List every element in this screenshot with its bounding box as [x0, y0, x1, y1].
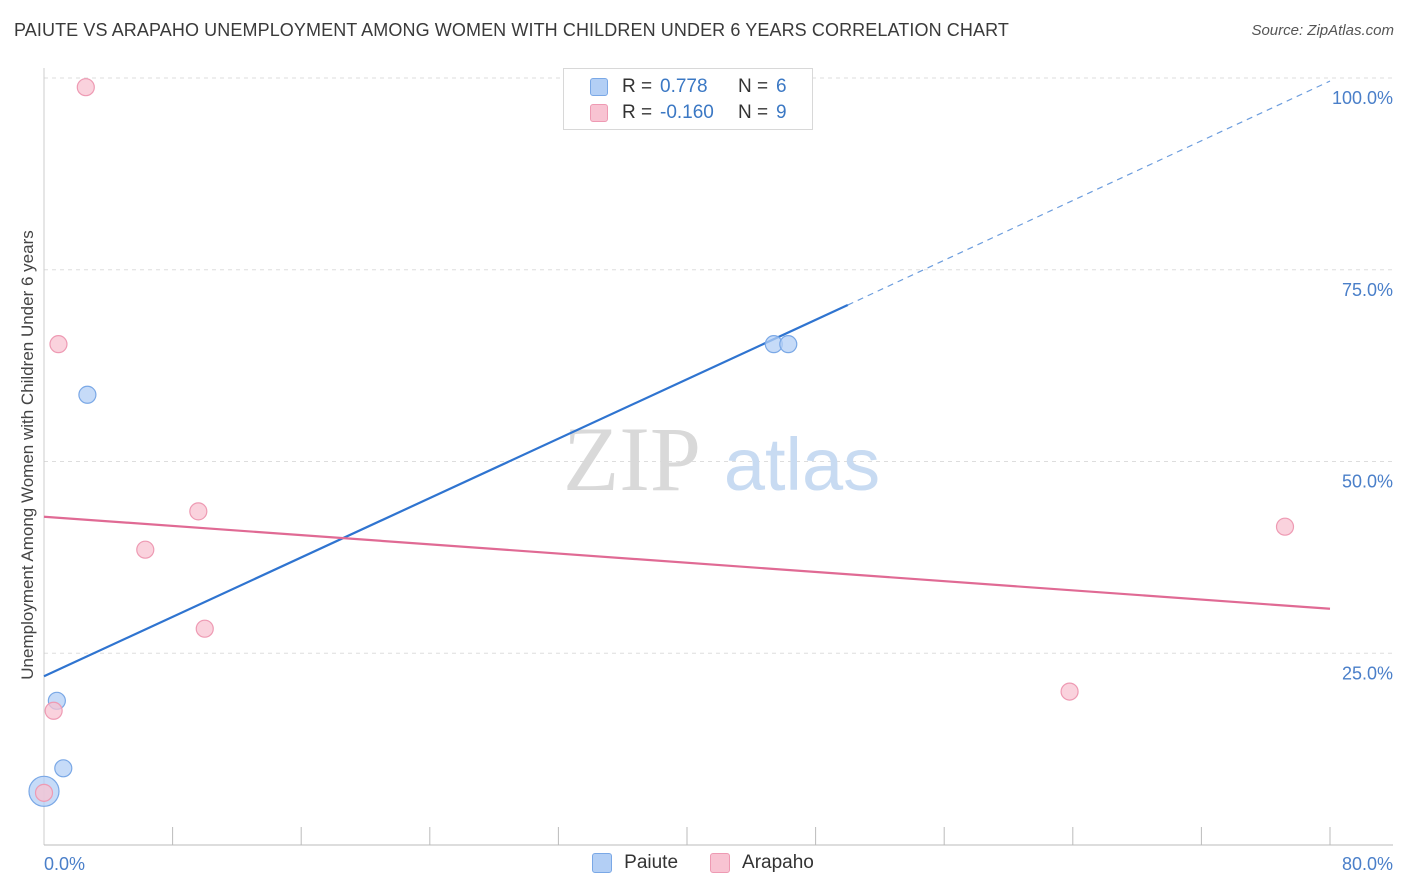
data-point-arapaho [1275, 517, 1295, 536]
data-point-paiute [54, 759, 73, 778]
legend-r-value-paiute: 0.778 [660, 76, 708, 97]
series-swatch-paiute [592, 853, 613, 873]
data-point-arapaho [136, 540, 155, 559]
source-label: Source: ZipAtlas.com [1251, 22, 1394, 39]
data-point-arapaho [1060, 682, 1079, 701]
series-label-paiute: Paiute [624, 852, 679, 873]
legend-r-value-arapaho: -0.160 [660, 102, 714, 123]
chart-title: PAIUTE VS ARAPAHO UNEMPLOYMENT AMONG WOM… [14, 20, 1009, 40]
series-legend-arapaho[interactable]: Arapaho [710, 852, 814, 874]
series-swatch-arapaho [710, 853, 731, 873]
legend-n-label: N = [738, 102, 769, 123]
data-point-arapaho [76, 78, 95, 97]
watermark-zip: ZIP [563, 408, 701, 510]
x-tick-label-min: 0.0% [44, 854, 85, 874]
legend-swatch-arapaho [590, 104, 608, 122]
label-layer: 25.0% 50.0% 75.0% 100.0% 0.0% 80.0% Unemployme… [18, 88, 1393, 874]
data-point-paiute [78, 385, 97, 404]
data-point-arapaho [189, 502, 208, 521]
legend-n-value-arapaho: 9 [776, 102, 787, 123]
x-tick-label-max: 80.0% [1342, 854, 1393, 874]
axis-layer [43, 68, 1393, 846]
y-tick-label: 25.0% [1342, 663, 1393, 683]
legend-n-value-paiute: 6 [776, 76, 787, 97]
series-legend: Paiute Arapaho [0, 852, 1406, 874]
y-tick-label: 50.0% [1342, 472, 1393, 492]
data-point-paiute [779, 335, 798, 354]
data-point-arapaho [49, 335, 68, 354]
legend-r-label: R = [622, 102, 653, 123]
watermark-atlas: atlas [724, 423, 880, 506]
watermark: ZIP atlas [563, 408, 880, 510]
legend-n-label: N = [738, 76, 769, 97]
y-tick-label: 75.0% [1342, 280, 1393, 300]
correlation-legend: R = 0.778 N = 6 R = -0.160 N = 9 [563, 68, 813, 130]
trend-layer [43, 80, 1331, 678]
series-label-arapaho: Arapaho [742, 852, 814, 873]
legend-r-label: R = [622, 76, 653, 97]
y-tick-label: 100.0% [1332, 88, 1393, 108]
series-legend-paiute[interactable]: Paiute [592, 852, 678, 874]
point-layer [28, 78, 1295, 807]
legend-row-paiute: R = 0.778 N = 6 [590, 75, 787, 99]
legend-swatch-paiute [590, 78, 608, 96]
trend-line-paiute-extension [847, 80, 1331, 306]
trend-line-arapaho [43, 515, 1331, 610]
legend-row-arapaho: R = -0.160 N = 9 [590, 101, 787, 125]
data-point-arapaho [34, 783, 54, 802]
data-point-arapaho [44, 701, 63, 720]
data-point-arapaho [195, 619, 214, 638]
trend-line-paiute [43, 304, 849, 678]
y-axis-title: Unemployment Among Women with Children U… [18, 230, 37, 679]
